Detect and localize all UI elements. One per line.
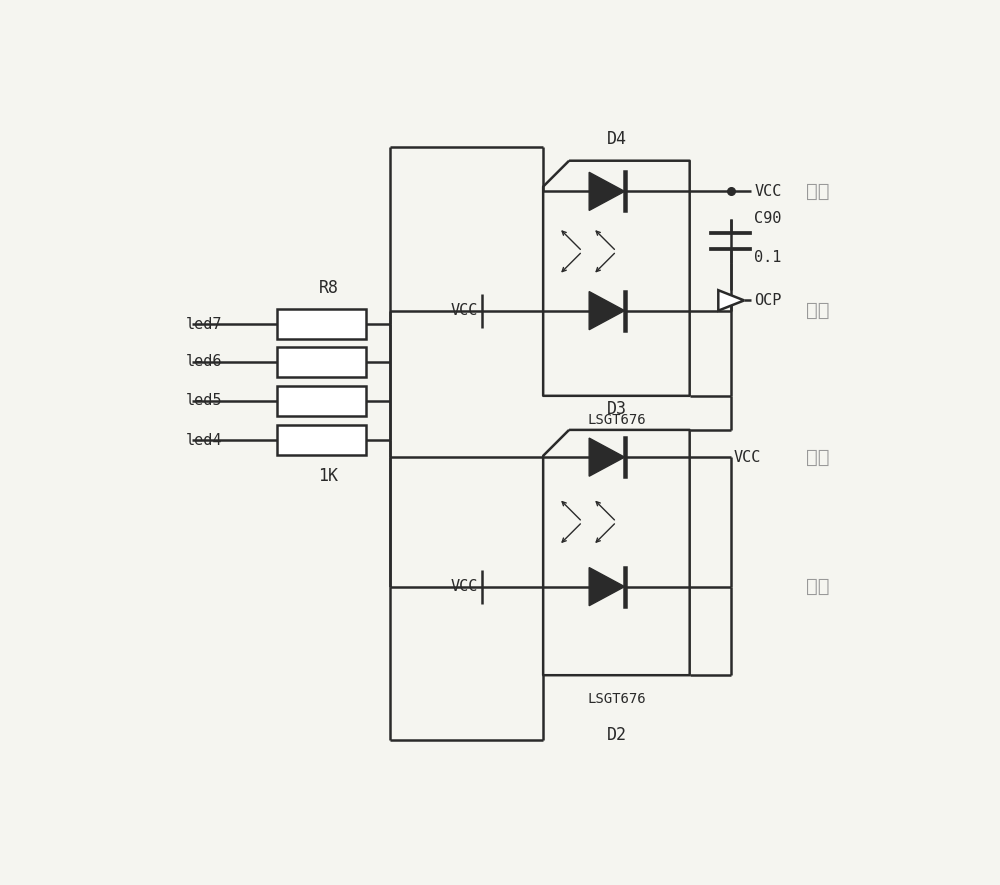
Text: LSGT676: LSGT676 bbox=[587, 412, 646, 427]
Text: VCC: VCC bbox=[754, 184, 782, 199]
Text: 1K: 1K bbox=[319, 467, 339, 485]
Polygon shape bbox=[589, 438, 625, 476]
Bar bbox=[277, 425, 366, 455]
Text: 红色: 红色 bbox=[806, 448, 829, 466]
Text: VCC: VCC bbox=[451, 304, 478, 318]
Text: 红色: 红色 bbox=[806, 182, 829, 201]
Text: LSGT676: LSGT676 bbox=[587, 692, 646, 706]
Text: 0.1: 0.1 bbox=[754, 250, 782, 266]
Polygon shape bbox=[589, 173, 625, 211]
Text: D4: D4 bbox=[606, 130, 626, 149]
Text: VCC: VCC bbox=[451, 579, 478, 594]
Bar bbox=[277, 347, 366, 377]
Text: VCC: VCC bbox=[734, 450, 761, 465]
Text: led4: led4 bbox=[185, 433, 222, 448]
Text: R8: R8 bbox=[319, 279, 339, 297]
Text: 绿色: 绿色 bbox=[806, 301, 829, 320]
Text: C90: C90 bbox=[754, 211, 782, 226]
Polygon shape bbox=[589, 291, 625, 330]
Bar bbox=[277, 386, 366, 416]
Polygon shape bbox=[718, 290, 744, 311]
Text: D3: D3 bbox=[606, 400, 626, 418]
Polygon shape bbox=[589, 567, 625, 605]
Text: 绿色: 绿色 bbox=[806, 577, 829, 596]
Text: led5: led5 bbox=[185, 393, 222, 408]
Text: led6: led6 bbox=[185, 354, 222, 369]
Text: D2: D2 bbox=[606, 727, 626, 744]
Text: led7: led7 bbox=[185, 317, 222, 332]
Bar bbox=[277, 309, 366, 339]
Text: OCP: OCP bbox=[754, 293, 782, 308]
